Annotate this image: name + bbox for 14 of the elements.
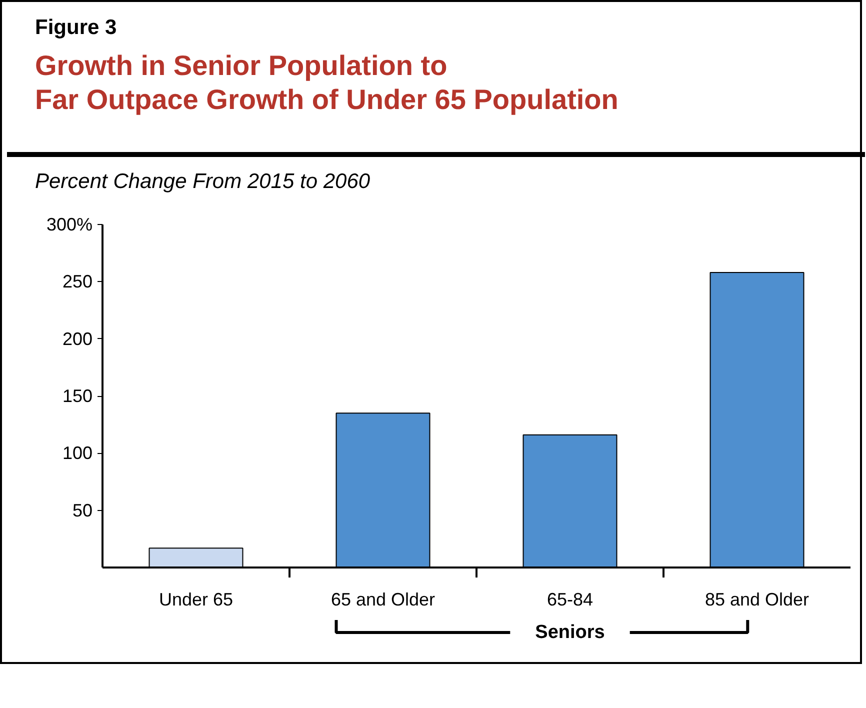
y-tick-label: 250 bbox=[62, 272, 93, 292]
y-tick-label: 50 bbox=[72, 500, 93, 520]
x-tick-label: 65 and Older bbox=[330, 590, 436, 610]
chart-title: Growth in Senior Population to Far Outpace Growth of Under 65 Population bbox=[35, 49, 618, 117]
x-tick-label: 85 and Older bbox=[704, 590, 810, 610]
x-tick-label: 65-84 bbox=[546, 590, 594, 610]
y-tick-label: 200 bbox=[62, 328, 93, 349]
y-tick-label: 100 bbox=[62, 443, 93, 464]
x-tick-label: Under 65 bbox=[158, 590, 234, 610]
chart-subtitle: Percent Change From 2015 to 2060 bbox=[35, 169, 370, 195]
y-tick-label: 150 bbox=[62, 386, 93, 406]
y-tick-label: 300% bbox=[46, 214, 93, 234]
caption: Figure 3 bbox=[35, 15, 118, 41]
text: Seniors bbox=[535, 622, 605, 643]
